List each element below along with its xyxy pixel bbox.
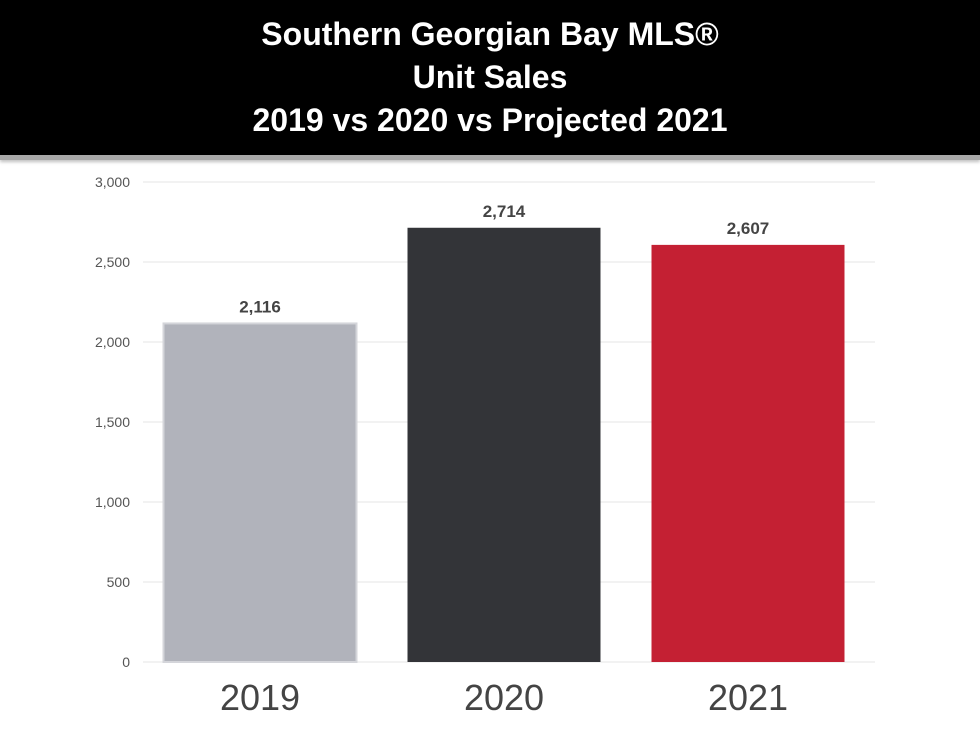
x-tick-label-2021: 2021 <box>708 677 788 718</box>
title-banner: Southern Georgian Bay MLS® Unit Sales 20… <box>0 0 980 155</box>
x-tick-label-2019: 2019 <box>220 677 300 718</box>
chart-title-line-2: Unit Sales <box>412 59 568 95</box>
y-tick-label: 3,000 <box>95 174 130 190</box>
y-tick-label: 0 <box>122 654 130 670</box>
bar-2019 <box>162 322 358 663</box>
x-axis-ticks: 2019 2020 2021 <box>220 677 788 718</box>
bar-2021 <box>651 244 845 662</box>
bar-2020 <box>407 227 601 662</box>
y-tick-label: 1,000 <box>95 494 130 510</box>
x-tick-label-2020: 2020 <box>464 677 544 718</box>
y-tick-label: 1,500 <box>95 414 130 430</box>
data-label-2019: 2,116 <box>239 297 281 316</box>
chart-title-line-3: 2019 vs 2020 vs Projected 2021 <box>252 102 728 138</box>
data-label-2020: 2,714 <box>483 202 526 221</box>
y-tick-label: 2,500 <box>95 254 130 270</box>
bars <box>162 227 845 663</box>
y-tick-label: 500 <box>107 574 131 590</box>
banner-divider <box>0 155 980 160</box>
data-labels: 2,116 2,714 2,607 <box>239 202 769 317</box>
y-axis-ticks: 0 500 1,000 1,500 2,000 2,500 3,000 <box>95 174 130 670</box>
chart-title-line-1: Southern Georgian Bay MLS® <box>261 16 719 52</box>
data-label-2021: 2,607 <box>727 219 770 238</box>
y-tick-label: 2,000 <box>95 334 130 350</box>
